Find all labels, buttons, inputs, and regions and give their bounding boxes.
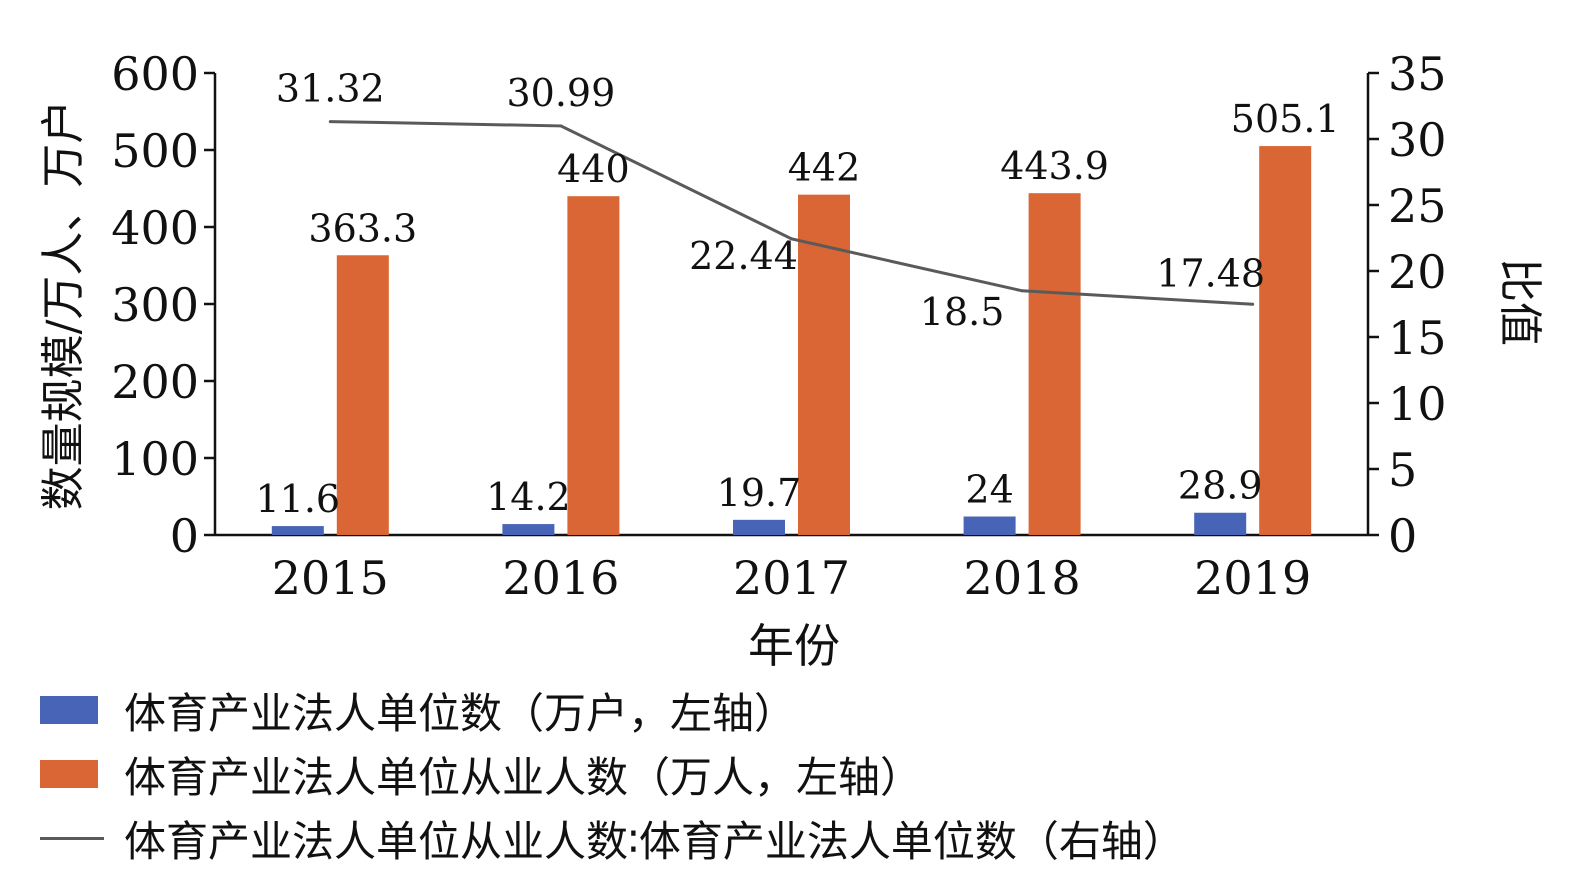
bar-units xyxy=(963,516,1016,535)
bar-employees xyxy=(1028,193,1081,535)
ratio-line-point xyxy=(1251,302,1255,306)
bar-label-units: 28.9 xyxy=(1178,464,1263,508)
x-tick-label: 2019 xyxy=(1194,551,1311,605)
bars xyxy=(271,146,1312,535)
y-right-tick-label: 20 xyxy=(1388,245,1447,299)
ratio-line-point xyxy=(1020,289,1024,293)
bar-units xyxy=(271,526,324,535)
y-left-tick-label: 600 xyxy=(111,47,199,101)
bar-units xyxy=(502,524,555,535)
bar-units xyxy=(733,519,785,535)
x-tick-label: 2017 xyxy=(733,551,850,605)
y-right-tick-label: 5 xyxy=(1388,443,1417,497)
ratio-line-label: 18.5 xyxy=(920,290,1005,334)
bar-label-employees: 440 xyxy=(557,147,630,191)
legend-swatch-ratio xyxy=(40,836,104,840)
ratio-line xyxy=(328,120,1255,306)
ratio-line-label: 30.99 xyxy=(507,71,616,115)
y-axis-left-title: 数量规模/万人、万户 xyxy=(38,100,89,511)
y-right-tick-label: 10 xyxy=(1388,377,1447,431)
ratio-line-point xyxy=(328,120,332,124)
y-axis-right-title: 比值 xyxy=(1494,258,1545,346)
legend-swatch-units xyxy=(40,696,98,724)
legend-item-units: 体育产业法人单位数（万户，左轴） xyxy=(40,678,1185,742)
ratio-line-point xyxy=(559,124,563,128)
bar-label-units: 11.6 xyxy=(255,477,340,521)
legend: 体育产业法人单位数（万户，左轴） 体育产业法人单位从业人数（万人，左轴） 体育产… xyxy=(40,678,1185,870)
legend-label-ratio: 体育产业法人单位从业人数∶体育产业法人单位数（右轴） xyxy=(124,816,1185,866)
bar-label-units: 24 xyxy=(965,468,1013,512)
bar-employees xyxy=(336,255,389,535)
legend-label-units: 体育产业法人单位数（万户，左轴） xyxy=(124,688,797,738)
y-left-tick-label: 500 xyxy=(111,124,199,178)
data-labels: 11.6 363.3 14.2 440 19.7 442 24 443.9 28.9 505.1 3… xyxy=(255,67,1339,521)
bar-label-employees: 363.3 xyxy=(308,206,417,250)
bar-label-units: 19.7 xyxy=(717,471,802,515)
y-right-tick-label: 30 xyxy=(1388,113,1447,167)
bar-label-employees: 505.1 xyxy=(1231,97,1340,141)
bar-label-units: 14.2 xyxy=(486,475,571,519)
x-axis-title: 年份 xyxy=(748,619,840,673)
y-left-tick-label: 100 xyxy=(111,432,199,486)
chart-area: 0 100 200 300 400 500 600 0 5 10 15 20 25 30 35 2015 201… xyxy=(38,47,1545,673)
bar-units xyxy=(1194,512,1247,535)
ratio-line-label: 31.32 xyxy=(276,67,385,111)
y-left-tick-label: 0 xyxy=(170,509,199,563)
ratio-line-label: 22.44 xyxy=(689,234,798,278)
y-left-tick-label: 300 xyxy=(111,278,199,332)
x-tick-label: 2016 xyxy=(502,551,619,605)
bar-label-employees: 442 xyxy=(788,146,861,190)
y-right-tick-label: 0 xyxy=(1388,509,1417,563)
ratio-line-point xyxy=(790,237,793,241)
bar-label-employees: 443.9 xyxy=(1000,144,1109,188)
legend-item-employees: 体育产业法人单位从业人数（万人，左轴） xyxy=(40,742,1185,806)
legend-swatch-employees xyxy=(40,760,98,788)
y-right-tick-label: 25 xyxy=(1388,179,1447,233)
legend-label-employees: 体育产业法人单位从业人数（万人，左轴） xyxy=(124,752,923,802)
x-tick-label: 2015 xyxy=(272,551,389,605)
y-left-tick-label: 200 xyxy=(111,355,199,409)
bar-employees xyxy=(1259,146,1312,535)
y-right-tick-label: 15 xyxy=(1388,311,1447,365)
x-tick-label: 2018 xyxy=(964,551,1081,605)
y-right-tick-label: 35 xyxy=(1388,47,1447,101)
bar-employees xyxy=(567,196,620,535)
ratio-line-label: 17.48 xyxy=(1156,251,1265,295)
axis-ticks: 0 100 200 300 400 500 600 0 5 10 15 20 25 30 35 2015 201… xyxy=(111,47,1446,605)
legend-item-ratio: 体育产业法人单位从业人数∶体育产业法人单位数（右轴） xyxy=(40,806,1185,870)
y-left-tick-label: 400 xyxy=(111,201,199,255)
